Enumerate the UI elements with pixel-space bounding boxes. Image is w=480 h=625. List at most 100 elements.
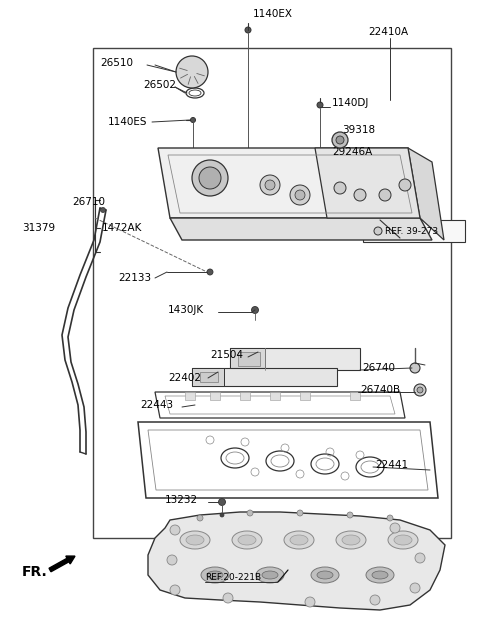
Circle shape (199, 167, 221, 189)
Circle shape (410, 583, 420, 593)
Bar (192, 368, 337, 386)
Circle shape (218, 499, 226, 506)
Circle shape (414, 384, 426, 396)
Bar (230, 348, 360, 370)
Circle shape (297, 510, 303, 516)
Circle shape (191, 118, 195, 122)
Circle shape (295, 190, 305, 200)
Circle shape (192, 160, 228, 196)
Polygon shape (315, 148, 420, 218)
Circle shape (417, 387, 423, 393)
Circle shape (370, 595, 380, 605)
Ellipse shape (336, 531, 366, 549)
Bar (318, 165, 420, 220)
Bar (192, 368, 224, 386)
Bar (300, 392, 310, 400)
Circle shape (252, 306, 259, 314)
Ellipse shape (394, 535, 412, 545)
Ellipse shape (201, 567, 229, 583)
Circle shape (374, 227, 382, 235)
Ellipse shape (256, 567, 284, 583)
Bar (363, 220, 465, 242)
Text: 26502: 26502 (143, 80, 176, 90)
Bar (350, 392, 360, 400)
Polygon shape (408, 148, 444, 240)
Ellipse shape (232, 531, 262, 549)
Ellipse shape (290, 535, 308, 545)
Text: 26740: 26740 (362, 363, 395, 373)
Text: FR.: FR. (22, 565, 48, 579)
Circle shape (415, 553, 425, 563)
Bar (210, 392, 220, 400)
FancyArrow shape (49, 556, 75, 572)
Polygon shape (148, 512, 445, 610)
Circle shape (410, 363, 420, 373)
Text: 1472AK: 1472AK (102, 223, 143, 233)
Ellipse shape (238, 535, 256, 545)
Circle shape (170, 585, 180, 595)
Text: REF.20-221B: REF.20-221B (205, 574, 261, 582)
Circle shape (197, 515, 203, 521)
Text: REF. 39-273: REF. 39-273 (385, 226, 438, 236)
Text: 39318: 39318 (342, 125, 375, 135)
Polygon shape (170, 218, 432, 240)
Circle shape (290, 185, 310, 205)
Circle shape (100, 208, 106, 212)
Circle shape (220, 513, 224, 517)
Text: 26510: 26510 (100, 58, 133, 68)
Circle shape (265, 180, 275, 190)
Text: 21504: 21504 (210, 350, 243, 360)
Text: 22441: 22441 (375, 460, 408, 470)
Circle shape (167, 555, 177, 565)
Circle shape (387, 515, 393, 521)
Text: 1140DJ: 1140DJ (332, 98, 370, 108)
Ellipse shape (372, 571, 388, 579)
Ellipse shape (207, 571, 223, 579)
Text: 26740B: 26740B (360, 385, 400, 395)
Ellipse shape (342, 535, 360, 545)
Circle shape (176, 56, 208, 88)
Bar (270, 392, 280, 400)
Text: 1430JK: 1430JK (168, 305, 204, 315)
Bar (238, 352, 260, 366)
Text: 13232: 13232 (165, 495, 198, 505)
Ellipse shape (388, 531, 418, 549)
Bar (185, 392, 195, 400)
Text: 22410A: 22410A (368, 27, 408, 37)
Circle shape (347, 512, 353, 518)
Circle shape (334, 182, 346, 194)
Bar (240, 392, 250, 400)
Ellipse shape (366, 567, 394, 583)
Bar (93, 48, 451, 538)
Circle shape (399, 179, 411, 191)
Ellipse shape (262, 571, 278, 579)
Circle shape (354, 189, 366, 201)
Circle shape (170, 525, 180, 535)
Circle shape (379, 189, 391, 201)
Text: 22133: 22133 (118, 273, 151, 283)
Circle shape (260, 175, 280, 195)
Circle shape (247, 510, 253, 516)
Ellipse shape (180, 531, 210, 549)
Text: 31379: 31379 (22, 223, 55, 233)
Circle shape (317, 152, 323, 158)
Circle shape (305, 597, 315, 607)
Text: 1140EX: 1140EX (253, 9, 293, 19)
Text: 29246A: 29246A (332, 147, 372, 157)
Bar (325, 172, 413, 214)
Bar (200, 372, 218, 382)
Circle shape (332, 132, 348, 148)
Circle shape (245, 27, 251, 33)
Circle shape (317, 102, 323, 108)
Ellipse shape (317, 571, 333, 579)
Ellipse shape (186, 535, 204, 545)
Ellipse shape (311, 567, 339, 583)
Text: 22443: 22443 (140, 400, 173, 410)
Circle shape (336, 136, 344, 144)
Text: 26710: 26710 (72, 197, 105, 207)
Text: 22402: 22402 (168, 373, 201, 383)
Ellipse shape (284, 531, 314, 549)
Text: 1140ES: 1140ES (108, 117, 147, 127)
Polygon shape (158, 148, 420, 218)
Bar (230, 348, 265, 370)
